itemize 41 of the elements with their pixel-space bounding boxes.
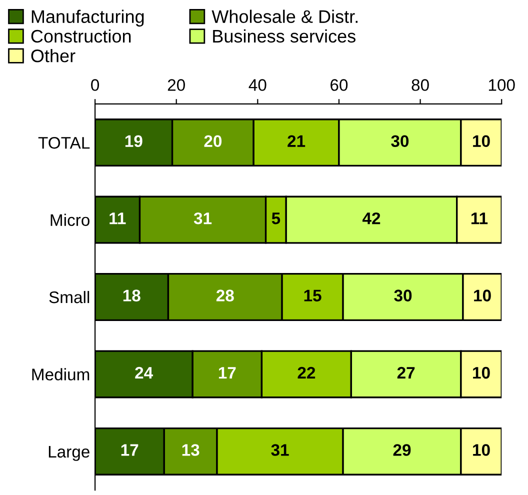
legend-label: Construction — [31, 29, 131, 43]
data-label: 28 — [216, 290, 234, 302]
data-label: 22 — [298, 366, 316, 379]
data-label: 11 — [471, 212, 488, 224]
legend-label: Business services — [213, 29, 356, 43]
x-tick-label: 20 — [168, 79, 185, 91]
data-label: 42 — [362, 212, 380, 224]
y-tick-label: Medium — [32, 368, 90, 380]
legend-label: Other — [31, 49, 76, 62]
legend-label: Manufacturing — [32, 10, 144, 27]
data-label: 5 — [272, 212, 280, 224]
x-tick-label: 60 — [330, 79, 348, 91]
data-label: 29 — [393, 444, 411, 456]
data-label: 15 — [304, 290, 322, 302]
x-tick-label: 40 — [248, 79, 266, 91]
x-tick-label: 100 — [488, 79, 515, 91]
data-label: 17 — [121, 444, 138, 456]
y-tick-label: Micro — [50, 214, 90, 226]
data-label: 24 — [135, 366, 154, 379]
x-tick-label: 80 — [412, 79, 429, 91]
data-label: 30 — [394, 290, 412, 302]
data-label: 21 — [288, 135, 306, 147]
data-label: 10 — [474, 290, 491, 302]
data-label: 10 — [473, 135, 490, 148]
data-label: 27 — [397, 366, 415, 379]
y-tick-label: Small — [49, 290, 90, 304]
x-tick-label: 0 — [91, 79, 100, 91]
data-label: 30 — [391, 135, 409, 148]
data-label: 17 — [218, 367, 236, 379]
data-label: 31 — [194, 212, 212, 224]
data-label: 10 — [473, 444, 490, 456]
data-label: 10 — [473, 366, 490, 379]
data-label: 18 — [123, 290, 140, 302]
legend-label: Wholesale & Distr. — [212, 10, 358, 23]
data-label: 31 — [271, 444, 289, 456]
data-label: 11 — [110, 212, 126, 224]
y-tick-label: Large — [48, 446, 90, 461]
data-label: 19 — [125, 135, 142, 148]
data-label: 13 — [182, 444, 200, 456]
data-label: 20 — [204, 135, 222, 148]
y-tick-label: TOTAL — [38, 136, 90, 149]
